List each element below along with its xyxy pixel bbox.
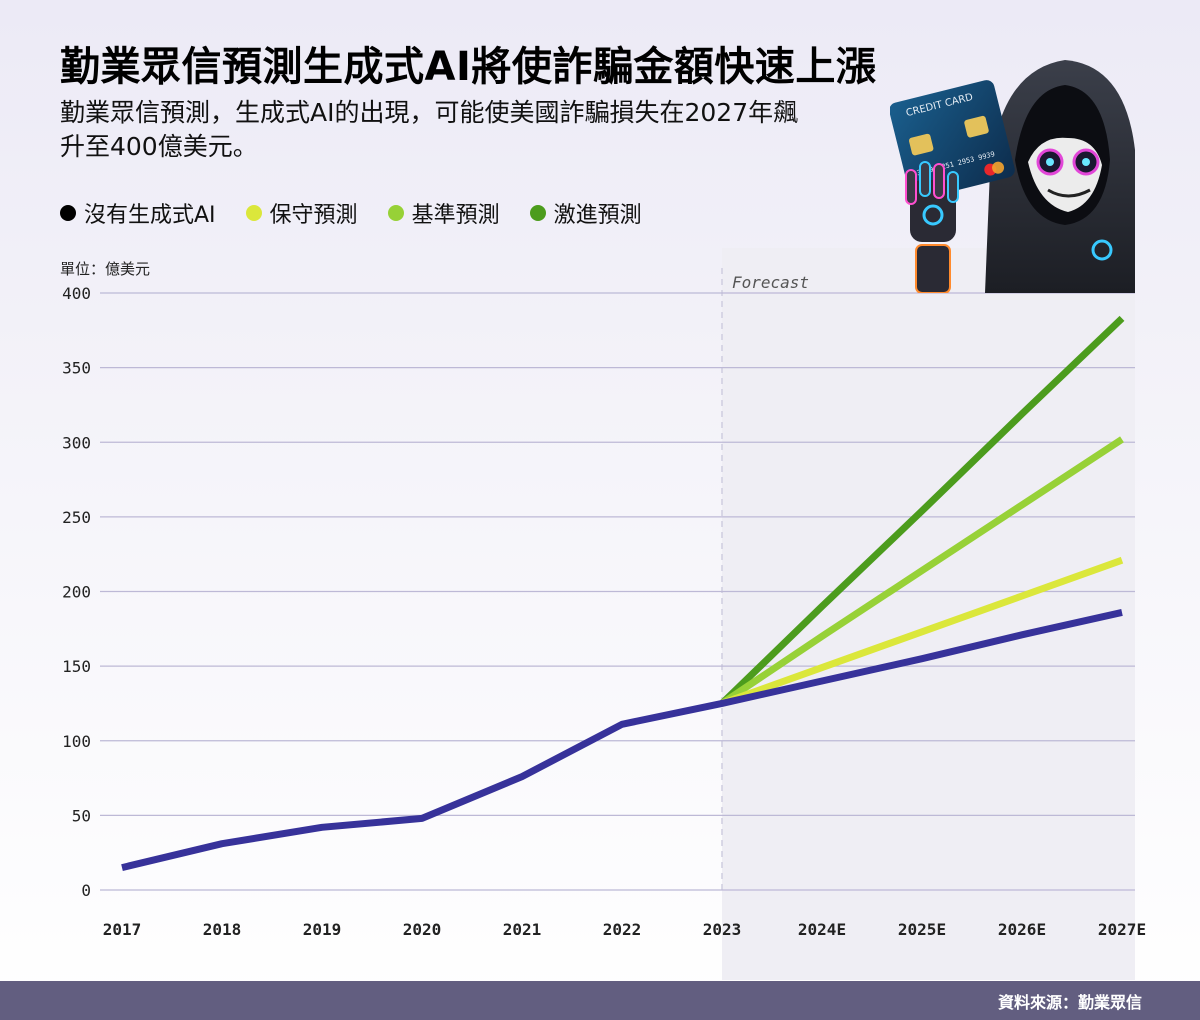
- y-tick-label: 200: [62, 583, 91, 602]
- series-line-1: [121, 608, 1123, 872]
- x-tick-label: 2023: [703, 920, 742, 939]
- x-tick-label: 2021: [503, 920, 542, 939]
- legend-dot-icon: [529, 205, 546, 221]
- legend-dot-icon: [60, 205, 76, 221]
- legend-label: 保守預測: [269, 203, 358, 228]
- legend-item-1: 沒有生成式AI: [60, 197, 216, 229]
- x-tick-label: 2025E: [898, 920, 946, 939]
- x-tick-label: 2027E: [1098, 920, 1146, 939]
- x-tick-label: 2026E: [998, 920, 1046, 939]
- robot-hand-icon: [905, 161, 959, 293]
- y-tick-label: 350: [62, 359, 91, 378]
- hacker-illustration: CREDIT CARD 3359 2251 2953 9939: [890, 60, 1135, 293]
- chart-subtitle: 勤業眾信預測，生成式AI的出現，可能使美國詐騙損失在2027年飆升至400億美元…: [60, 98, 799, 161]
- line-chart: Forecast 0 50 100 150 200 250 300 350 400 2017 20…: [62, 248, 1146, 980]
- x-tick-label: 2019: [303, 920, 342, 939]
- legend-label: 激進預測: [553, 203, 642, 228]
- source-text: 資料來源：勤業眾信: [997, 992, 1142, 1012]
- y-tick-label: 100: [62, 732, 91, 751]
- y-tick-label: 250: [62, 508, 91, 527]
- legend-item-3: 基準預測: [387, 197, 500, 229]
- x-tick-label: 2024E: [798, 920, 846, 939]
- x-tick-label: 2022: [603, 920, 642, 939]
- legend-label: 沒有生成式AI: [84, 203, 216, 228]
- y-tick-label: 400: [62, 284, 91, 303]
- forecast-region: [722, 248, 1135, 980]
- series-line-2: [720, 556, 1124, 707]
- y-tick-label: 0: [81, 881, 91, 900]
- hooded-figure: [985, 60, 1135, 293]
- source-footer: 資料來源：勤業眾信: [0, 981, 1200, 1020]
- chart-title: 勤業眾信預測生成式AI將使詐騙金額快速上漲: [60, 44, 877, 90]
- forecast-label: Forecast: [732, 273, 809, 292]
- y-tick-label: 150: [62, 657, 91, 676]
- series-line-4: [719, 315, 1125, 706]
- legend-item-2: 保守預測: [245, 197, 358, 229]
- legend-item-4: 激進預測: [529, 197, 642, 229]
- series-line-3: [720, 436, 1124, 707]
- legend-dot-icon: [245, 205, 262, 221]
- y-axis-unit-label: 單位：億美元: [60, 260, 151, 278]
- legend-dot-icon: [387, 205, 404, 221]
- x-tick-label: 2020: [403, 920, 442, 939]
- y-tick-label: 300: [62, 433, 91, 452]
- chart-legend: 沒有生成式AI 保守預測 基準預測 激進預測: [60, 197, 642, 229]
- x-tick-label: 2017: [103, 920, 142, 939]
- y-tick-label: 50: [72, 806, 91, 825]
- legend-label: 基準預測: [411, 203, 500, 228]
- x-tick-label: 2018: [203, 920, 242, 939]
